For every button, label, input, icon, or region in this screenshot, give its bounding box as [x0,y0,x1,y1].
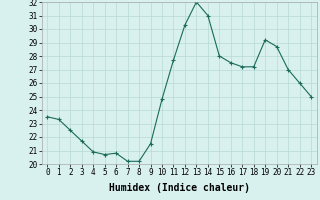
X-axis label: Humidex (Indice chaleur): Humidex (Indice chaleur) [109,183,250,193]
